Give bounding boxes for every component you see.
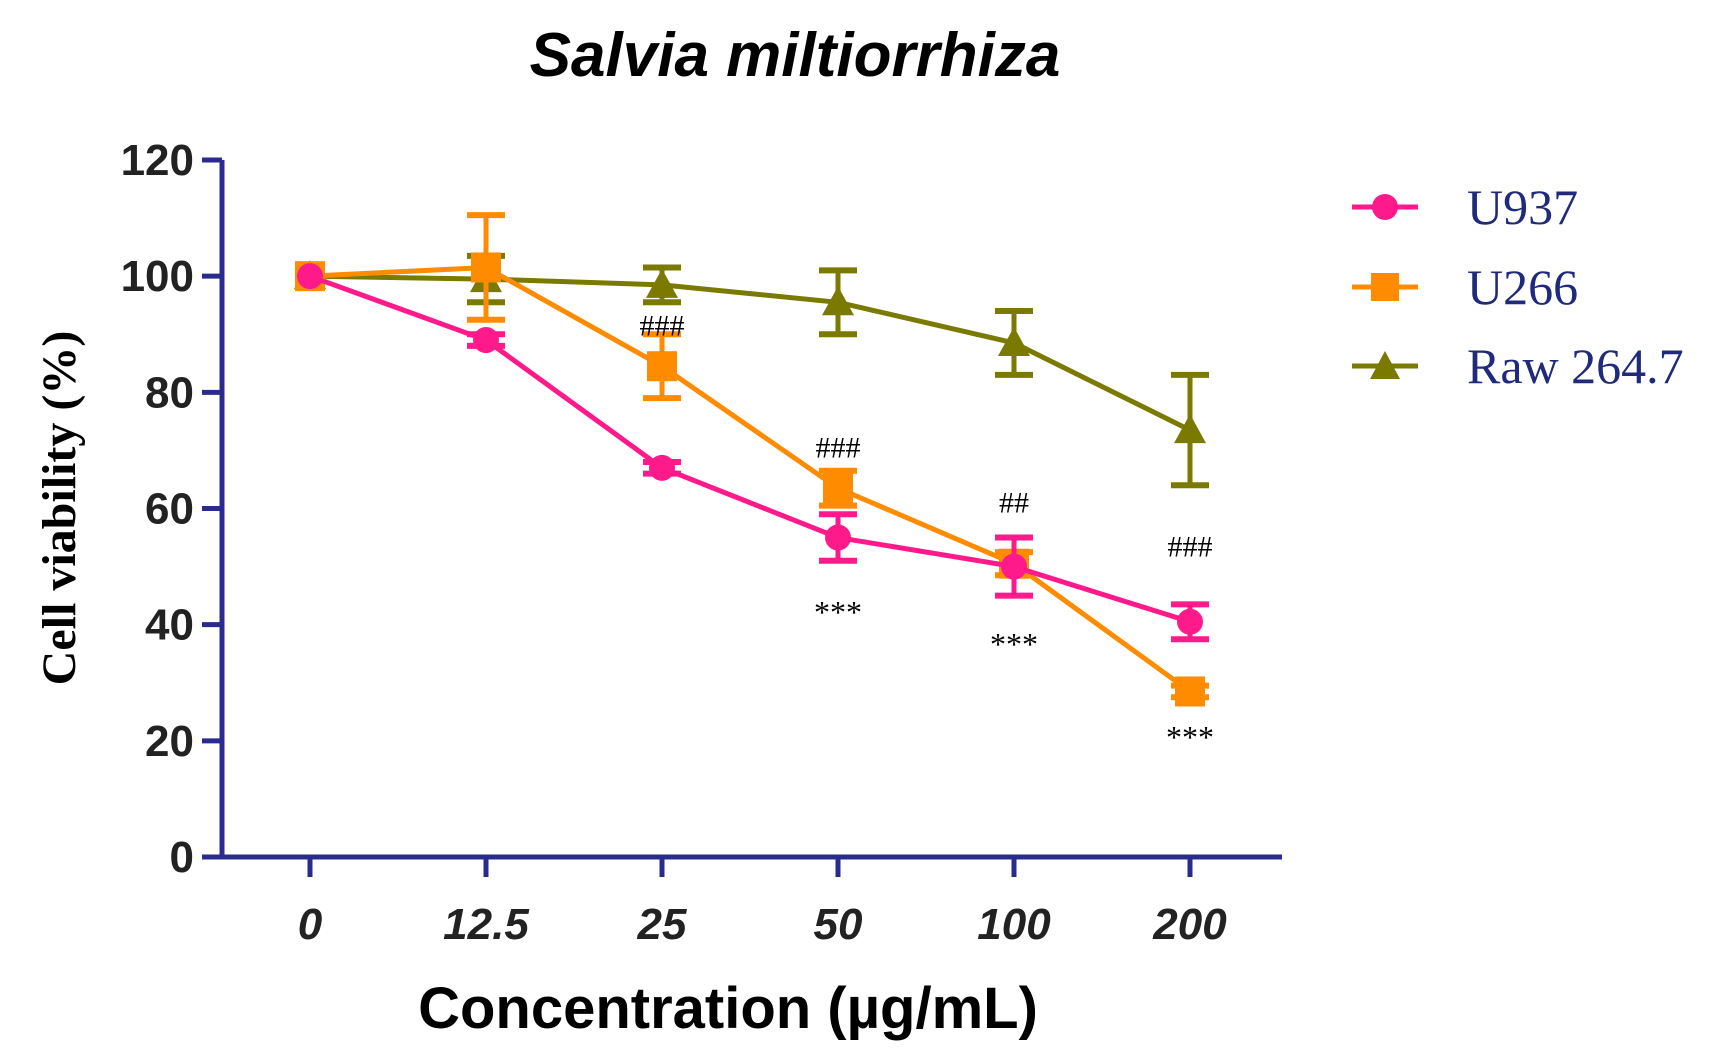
- x-tick-label: 100: [977, 900, 1051, 949]
- data-point-raw-264-7: [822, 286, 854, 316]
- legend: U937 U266 Raw 264.7: [1352, 179, 1684, 394]
- y-tick-label: 80: [145, 368, 194, 417]
- data-point-u266: [647, 351, 677, 382]
- x-tick-label: 0: [298, 900, 323, 949]
- y-tick-label: 20: [145, 717, 194, 766]
- significance-stars: ***: [814, 594, 862, 630]
- data-point-u266: [823, 473, 853, 504]
- y-tick-label: 120: [121, 136, 194, 185]
- data-point-u266: [471, 252, 501, 283]
- y-tick-label: 100: [121, 252, 194, 301]
- axes: 0 20 40 60 80 100 120 0 12.5 25 50 100 200: [121, 136, 1282, 949]
- series-raw-264-7: [294, 252, 1209, 489]
- y-tick-label: 60: [145, 485, 194, 534]
- data-point-raw-264-7: [646, 268, 678, 298]
- x-tick-label: 12.5: [443, 900, 529, 949]
- legend-label-raw-264-7: Raw 264.7: [1467, 338, 1684, 394]
- data-point-raw-264-7: [998, 326, 1030, 356]
- data-point-u937: [1177, 608, 1203, 635]
- series-u937: [297, 263, 1209, 643]
- data-point-u937: [1001, 553, 1027, 580]
- x-axis-label: Concentration (µg/mL): [418, 976, 1038, 1041]
- significance-hashes: ##: [999, 487, 1029, 520]
- legend-marker-raw-264-7: [1370, 351, 1400, 379]
- x-tick-label: 25: [637, 900, 687, 949]
- significance-hashes: ###: [816, 432, 861, 465]
- series-line-u266: [309, 264, 1192, 694]
- legend-item-raw-264-7: Raw 264.7: [1352, 338, 1684, 394]
- legend-marker-u937: [1372, 194, 1398, 220]
- data-point-u937: [297, 263, 323, 290]
- y-tick-label: 0: [170, 833, 194, 882]
- series-line-u937: [309, 273, 1191, 625]
- legend-label-u266: U266: [1467, 259, 1578, 315]
- significance-hashes: ###: [1168, 530, 1213, 563]
- x-tick-label: 200: [1152, 900, 1227, 949]
- data-point-u266: [1175, 676, 1205, 707]
- x-tick-label: 50: [814, 900, 863, 949]
- legend-label-u937: U937: [1467, 179, 1578, 235]
- data-point-u937: [473, 327, 499, 354]
- y-tick-label: 40: [145, 601, 194, 650]
- significance-stars: ***: [990, 626, 1038, 662]
- series-layer: [294, 212, 1209, 707]
- chart-title: Salvia miltiorrhiza: [530, 21, 1061, 90]
- significance-stars: ***: [1166, 719, 1214, 755]
- annotation-layer: ###########*********: [640, 310, 1215, 756]
- legend-marker-u266: [1371, 273, 1399, 301]
- y-axis-label: Cell viability (%): [33, 331, 86, 686]
- series-line-raw-264-7: [309, 273, 1192, 433]
- legend-item-u266: U266: [1352, 259, 1578, 315]
- data-point-raw-264-7: [1174, 414, 1206, 444]
- series-u266: [295, 212, 1209, 707]
- data-point-u937: [825, 524, 851, 551]
- legend-item-u937: U937: [1352, 179, 1578, 235]
- data-point-u937: [649, 454, 675, 481]
- significance-hashes: ###: [640, 310, 685, 343]
